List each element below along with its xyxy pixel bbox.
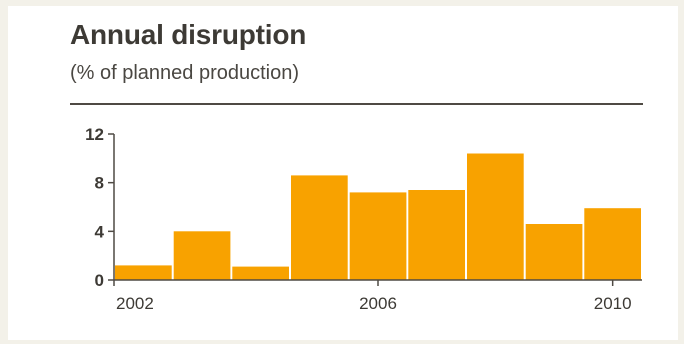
x-tick-label-2002: 2002	[116, 294, 154, 313]
bar-group	[115, 153, 641, 280]
bar-2008	[467, 153, 524, 280]
y-tick-label-0: 0	[95, 271, 104, 290]
bar-2005	[291, 175, 348, 280]
bar-2006	[349, 192, 407, 280]
chart-title: Annual disruption	[70, 19, 307, 50]
x-tick-label-2010: 2010	[594, 294, 632, 313]
bar-2009	[525, 224, 583, 280]
bar-chart: 0 4 8 12 2002 2006 2010	[85, 125, 642, 313]
bar-2003	[173, 231, 231, 280]
bar-2007	[408, 190, 465, 280]
bar-2010	[584, 208, 641, 280]
bar-2002	[115, 265, 172, 280]
y-tick-label-4: 4	[95, 222, 105, 241]
y-tick-label-8: 8	[95, 174, 104, 193]
y-axis: 0 4 8 12	[85, 125, 115, 290]
x-axis: 2002 2006 2010	[113, 279, 642, 313]
bar-2004	[232, 266, 289, 280]
y-tick-label-12: 12	[85, 125, 104, 144]
chart-card: Annual disruption (% of planned producti…	[8, 6, 678, 340]
title-divider	[70, 103, 643, 105]
chart-subtitle: (% of planned production)	[70, 62, 300, 84]
x-tick-label-2006: 2006	[359, 294, 397, 313]
